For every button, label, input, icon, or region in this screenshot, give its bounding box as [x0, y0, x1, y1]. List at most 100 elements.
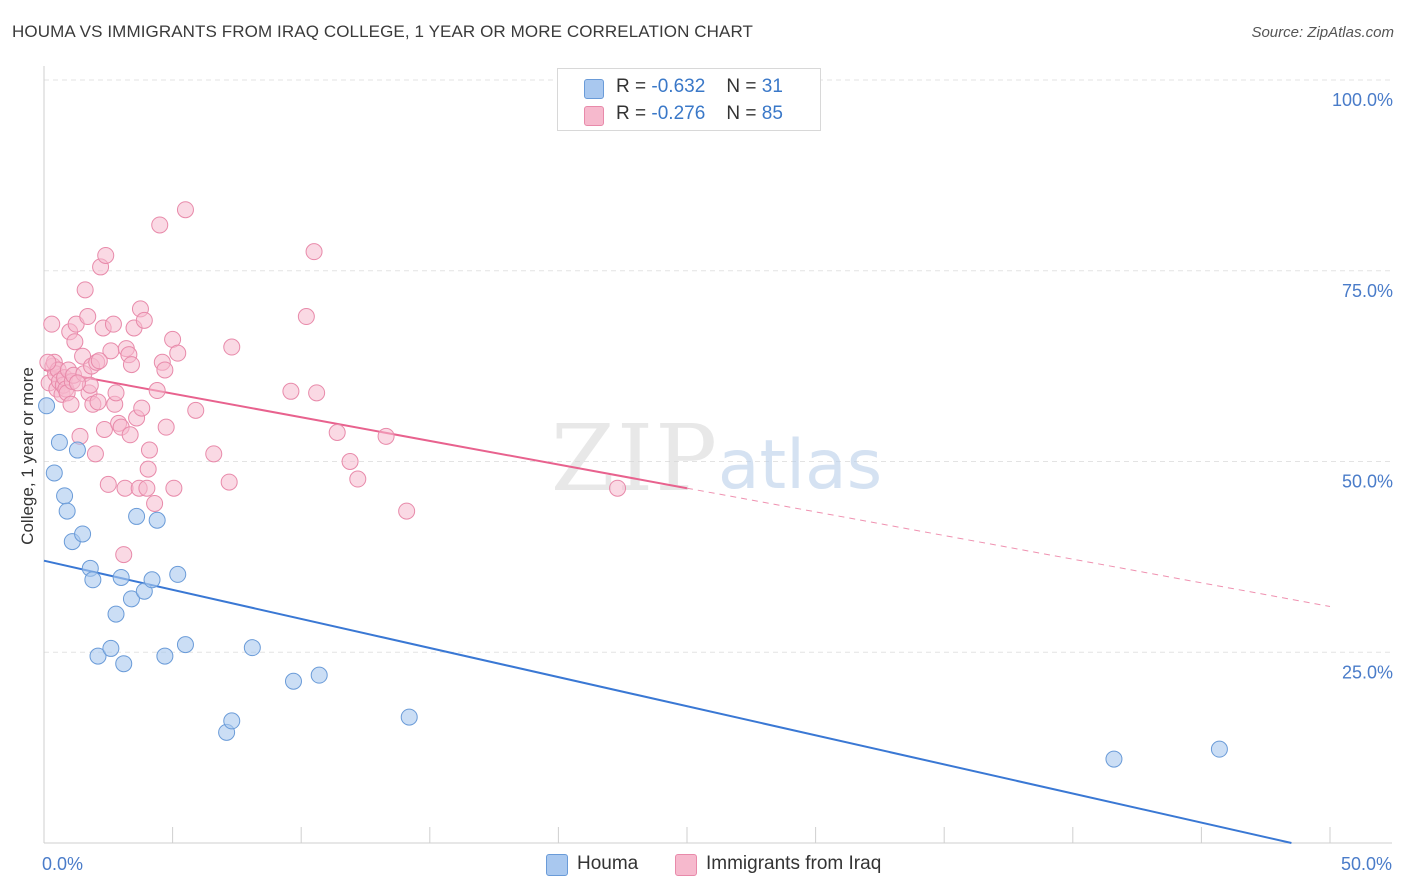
legend-label: Houma [577, 853, 639, 874]
iraq-point [68, 374, 86, 392]
legend-label: Immigrants from Iraq [706, 853, 882, 874]
iraq-point [609, 479, 627, 497]
houma-point [122, 590, 140, 608]
houma-point [112, 568, 130, 586]
iraq-point [138, 479, 156, 497]
iraq-point [95, 420, 113, 438]
iraq-point [165, 479, 183, 497]
r-value: -0.276 [651, 103, 706, 124]
iraq-point [341, 453, 359, 470]
iraq-point [133, 399, 151, 417]
iraq-point [43, 315, 61, 333]
houma-point [176, 636, 194, 654]
iraq-swatch [584, 106, 604, 126]
iraq-point [282, 382, 300, 400]
iraq-point [116, 479, 134, 497]
houma-point [169, 565, 187, 583]
iraq-point [205, 445, 223, 463]
iraq-point [169, 344, 187, 362]
iraq-point [66, 333, 84, 351]
iraq-point [187, 401, 205, 419]
iraq-point [146, 494, 164, 512]
iraq-point [122, 356, 140, 374]
chart-source: Source: ZipAtlas.com [1251, 24, 1394, 41]
r-label: R = [616, 103, 647, 124]
houma-point [102, 639, 120, 657]
iraq-point [157, 418, 175, 436]
iraq-point [156, 361, 174, 379]
iraq-point [121, 426, 139, 444]
y-axis-label: College, 1 year or more [18, 367, 37, 545]
houma-point [45, 464, 63, 482]
houma-point [148, 511, 166, 529]
iraq-point [86, 445, 104, 463]
iraq-point [308, 384, 326, 402]
axis-ticks: 0.0% 50.0% 25.0% 50.0% 75.0% 100.0% [42, 90, 1393, 874]
iraq-point [99, 475, 117, 493]
iraq-point [176, 201, 194, 219]
iraq-point [90, 352, 108, 370]
houma-point [68, 441, 86, 459]
watermark: ZIP atlas [551, 405, 882, 512]
houma-point [284, 672, 302, 690]
iraq-point [305, 243, 323, 261]
iraq-point [76, 281, 94, 299]
n-value: 85 [761, 103, 783, 124]
houma-point [223, 712, 241, 730]
houma-point [243, 639, 261, 657]
iraq-point [71, 427, 89, 445]
iraq-point [97, 246, 115, 264]
iraq-swatch [675, 854, 697, 876]
iraq-point [148, 382, 166, 400]
houma-point [56, 487, 74, 505]
iraq-trend-extension [686, 487, 1331, 607]
y-tick-label: 50.0% [1342, 472, 1393, 492]
houma-point [38, 397, 56, 415]
watermark-zip: ZIP [551, 405, 719, 512]
y-tick-label: 100.0% [1332, 90, 1393, 110]
iraq-point [135, 311, 153, 329]
y-tick-label: 75.0% [1342, 281, 1393, 301]
iraq-point [139, 460, 157, 478]
iraq-point [104, 315, 122, 333]
houma-point [74, 525, 92, 543]
iraq-point [62, 395, 80, 413]
r-label: R = [616, 76, 647, 97]
grid-lines [44, 79, 1392, 653]
y-tick-label: 25.0% [1342, 662, 1393, 682]
houma-point [50, 433, 68, 451]
n-label: N = [726, 76, 757, 97]
houma-point [143, 571, 161, 589]
iraq-point [220, 473, 238, 491]
houma-swatch [546, 854, 568, 876]
iraq-point [115, 546, 133, 564]
iraq-point [140, 441, 158, 459]
houma-point [115, 655, 133, 673]
axes [43, 66, 1392, 844]
n-value: 31 [761, 76, 783, 97]
iraq-point [328, 424, 346, 442]
x-tick-label: 0.0% [42, 854, 83, 874]
houma-point [89, 647, 107, 665]
iraq-point [349, 470, 367, 488]
iraq-point [107, 384, 125, 402]
houma-point [58, 502, 76, 520]
data-points [38, 201, 1228, 768]
houma-point [400, 708, 418, 726]
houma-point [1105, 750, 1123, 768]
iraq-point [151, 216, 169, 234]
houma-point [1210, 740, 1228, 758]
r-value: -0.632 [651, 76, 706, 97]
iraq-point [223, 338, 241, 356]
iraq-point [89, 393, 107, 411]
chart-title: HOUMA VS IMMIGRANTS FROM IRAQ COLLEGE, 1… [12, 22, 754, 41]
watermark-atlas: atlas [718, 426, 882, 505]
x-tick-label: 50.0% [1341, 854, 1392, 874]
houma-point [107, 605, 125, 623]
iraq-point [39, 353, 57, 371]
houma-swatch [584, 79, 604, 99]
correlation-legend: R = -0.632 N = 31 R = -0.276 N = 85 [557, 68, 821, 131]
houma-point [310, 666, 328, 684]
houma-point [156, 647, 174, 665]
